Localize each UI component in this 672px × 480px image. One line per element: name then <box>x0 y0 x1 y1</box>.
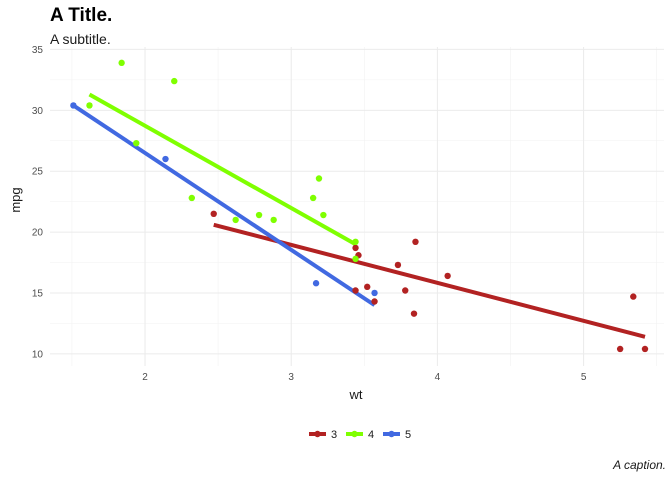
data-point-4 <box>309 194 317 202</box>
data-point-3 <box>364 283 371 291</box>
chart-title: A Title. <box>50 5 113 26</box>
data-point-4 <box>232 216 239 224</box>
data-point-4 <box>352 238 359 246</box>
data-point-3 <box>210 210 217 218</box>
grid-lines <box>50 47 664 366</box>
data-point-3 <box>616 345 624 353</box>
legend-label-5: 5 <box>405 429 411 441</box>
data-point-3 <box>412 238 419 246</box>
data-point-3 <box>402 287 409 294</box>
chart-caption: A caption. <box>613 458 666 472</box>
fit-line-4 <box>88 92 357 246</box>
legend-key-point-3 <box>314 430 321 438</box>
y-tick-labels: 10 15 20 25 30 35 <box>32 45 44 360</box>
legend: 3 4 5 <box>309 429 411 441</box>
data-point-3 <box>444 272 451 280</box>
x-tick-label: 5 <box>581 372 587 383</box>
y-tick-label: 30 <box>32 106 44 117</box>
legend-key-point-5 <box>388 430 395 438</box>
data-point-4 <box>188 194 196 202</box>
data-point-3 <box>352 244 359 252</box>
legend-key-point-4 <box>351 430 358 438</box>
data-point-4 <box>315 175 323 182</box>
data-point-3 <box>371 298 378 305</box>
fit-line-5 <box>72 103 376 307</box>
data-point-5 <box>162 155 169 163</box>
data-point-3 <box>352 287 359 294</box>
fit-line-3 <box>213 222 646 339</box>
data-points <box>70 59 649 353</box>
x-axis-title: wt <box>349 387 363 402</box>
data-point-5 <box>371 289 378 297</box>
data-point-4 <box>171 77 178 85</box>
y-tick-label: 15 <box>32 288 44 299</box>
y-tick-label: 25 <box>32 167 44 178</box>
y-tick-label: 35 <box>32 45 44 56</box>
data-point-5 <box>312 280 320 287</box>
y-axis-title: mpg <box>8 187 23 212</box>
legend-label-4: 4 <box>368 429 374 441</box>
data-point-4 <box>270 216 277 224</box>
chart-subtitle: A subtitle. <box>50 31 111 47</box>
data-point-3 <box>410 310 418 317</box>
legend-label-3: 3 <box>331 429 337 441</box>
data-point-4 <box>320 211 327 219</box>
x-tick-label: 4 <box>435 372 441 383</box>
data-point-4 <box>352 255 359 263</box>
data-point-4 <box>133 139 140 147</box>
x-tick-label: 2 <box>142 372 148 383</box>
data-point-4 <box>255 211 263 219</box>
y-tick-label: 10 <box>32 349 44 360</box>
data-point-5 <box>70 102 77 109</box>
data-point-3 <box>394 261 402 269</box>
fit-lines <box>72 92 646 339</box>
x-tick-labels: 2 3 4 5 <box>142 372 587 383</box>
data-point-3 <box>641 345 649 353</box>
y-tick-label: 20 <box>32 228 44 239</box>
data-point-4 <box>86 102 93 109</box>
x-tick-label: 3 <box>288 372 294 383</box>
data-point-3 <box>630 293 637 300</box>
data-point-4 <box>118 59 125 67</box>
